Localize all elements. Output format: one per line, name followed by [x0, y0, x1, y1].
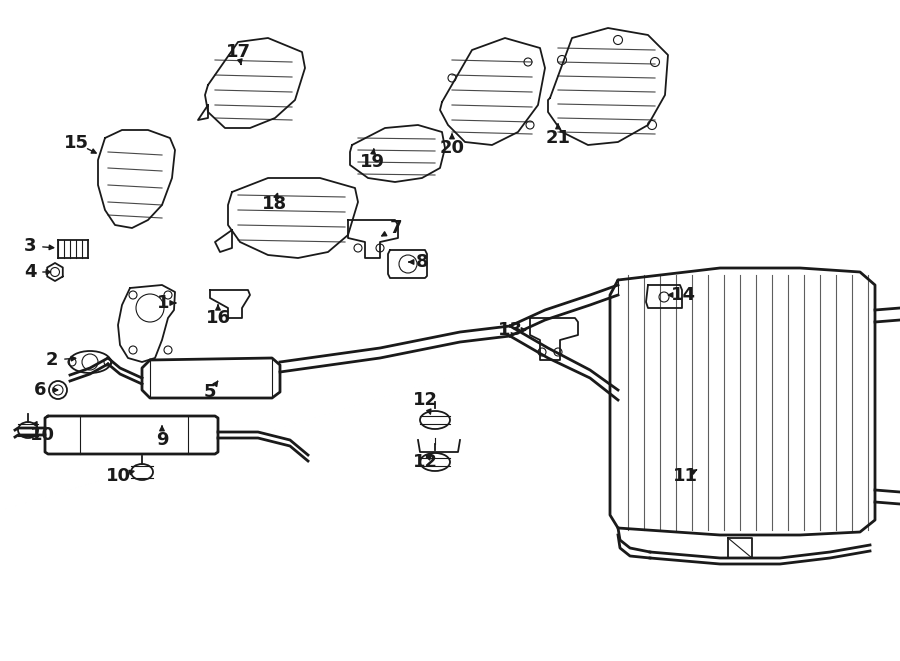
Text: 20: 20 [439, 139, 464, 157]
Text: 10: 10 [105, 467, 130, 485]
Text: 3: 3 [23, 237, 36, 255]
Text: 2: 2 [46, 351, 58, 369]
Text: 6: 6 [34, 381, 46, 399]
Text: 13: 13 [498, 321, 523, 339]
Text: 19: 19 [359, 153, 384, 171]
Text: 4: 4 [23, 263, 36, 281]
Text: 7: 7 [390, 219, 402, 237]
Text: 10: 10 [30, 426, 55, 444]
Text: 9: 9 [156, 431, 168, 449]
Text: 21: 21 [545, 129, 571, 147]
Text: 15: 15 [64, 134, 88, 152]
Text: 5: 5 [203, 383, 216, 401]
Text: 11: 11 [672, 467, 698, 485]
Text: 1: 1 [157, 294, 169, 312]
Text: 12: 12 [412, 391, 437, 409]
Text: 12: 12 [412, 453, 437, 471]
Text: 14: 14 [670, 286, 696, 304]
Text: 18: 18 [261, 195, 286, 213]
Text: 17: 17 [226, 43, 250, 61]
Text: 8: 8 [416, 253, 428, 271]
Text: 16: 16 [205, 309, 230, 327]
